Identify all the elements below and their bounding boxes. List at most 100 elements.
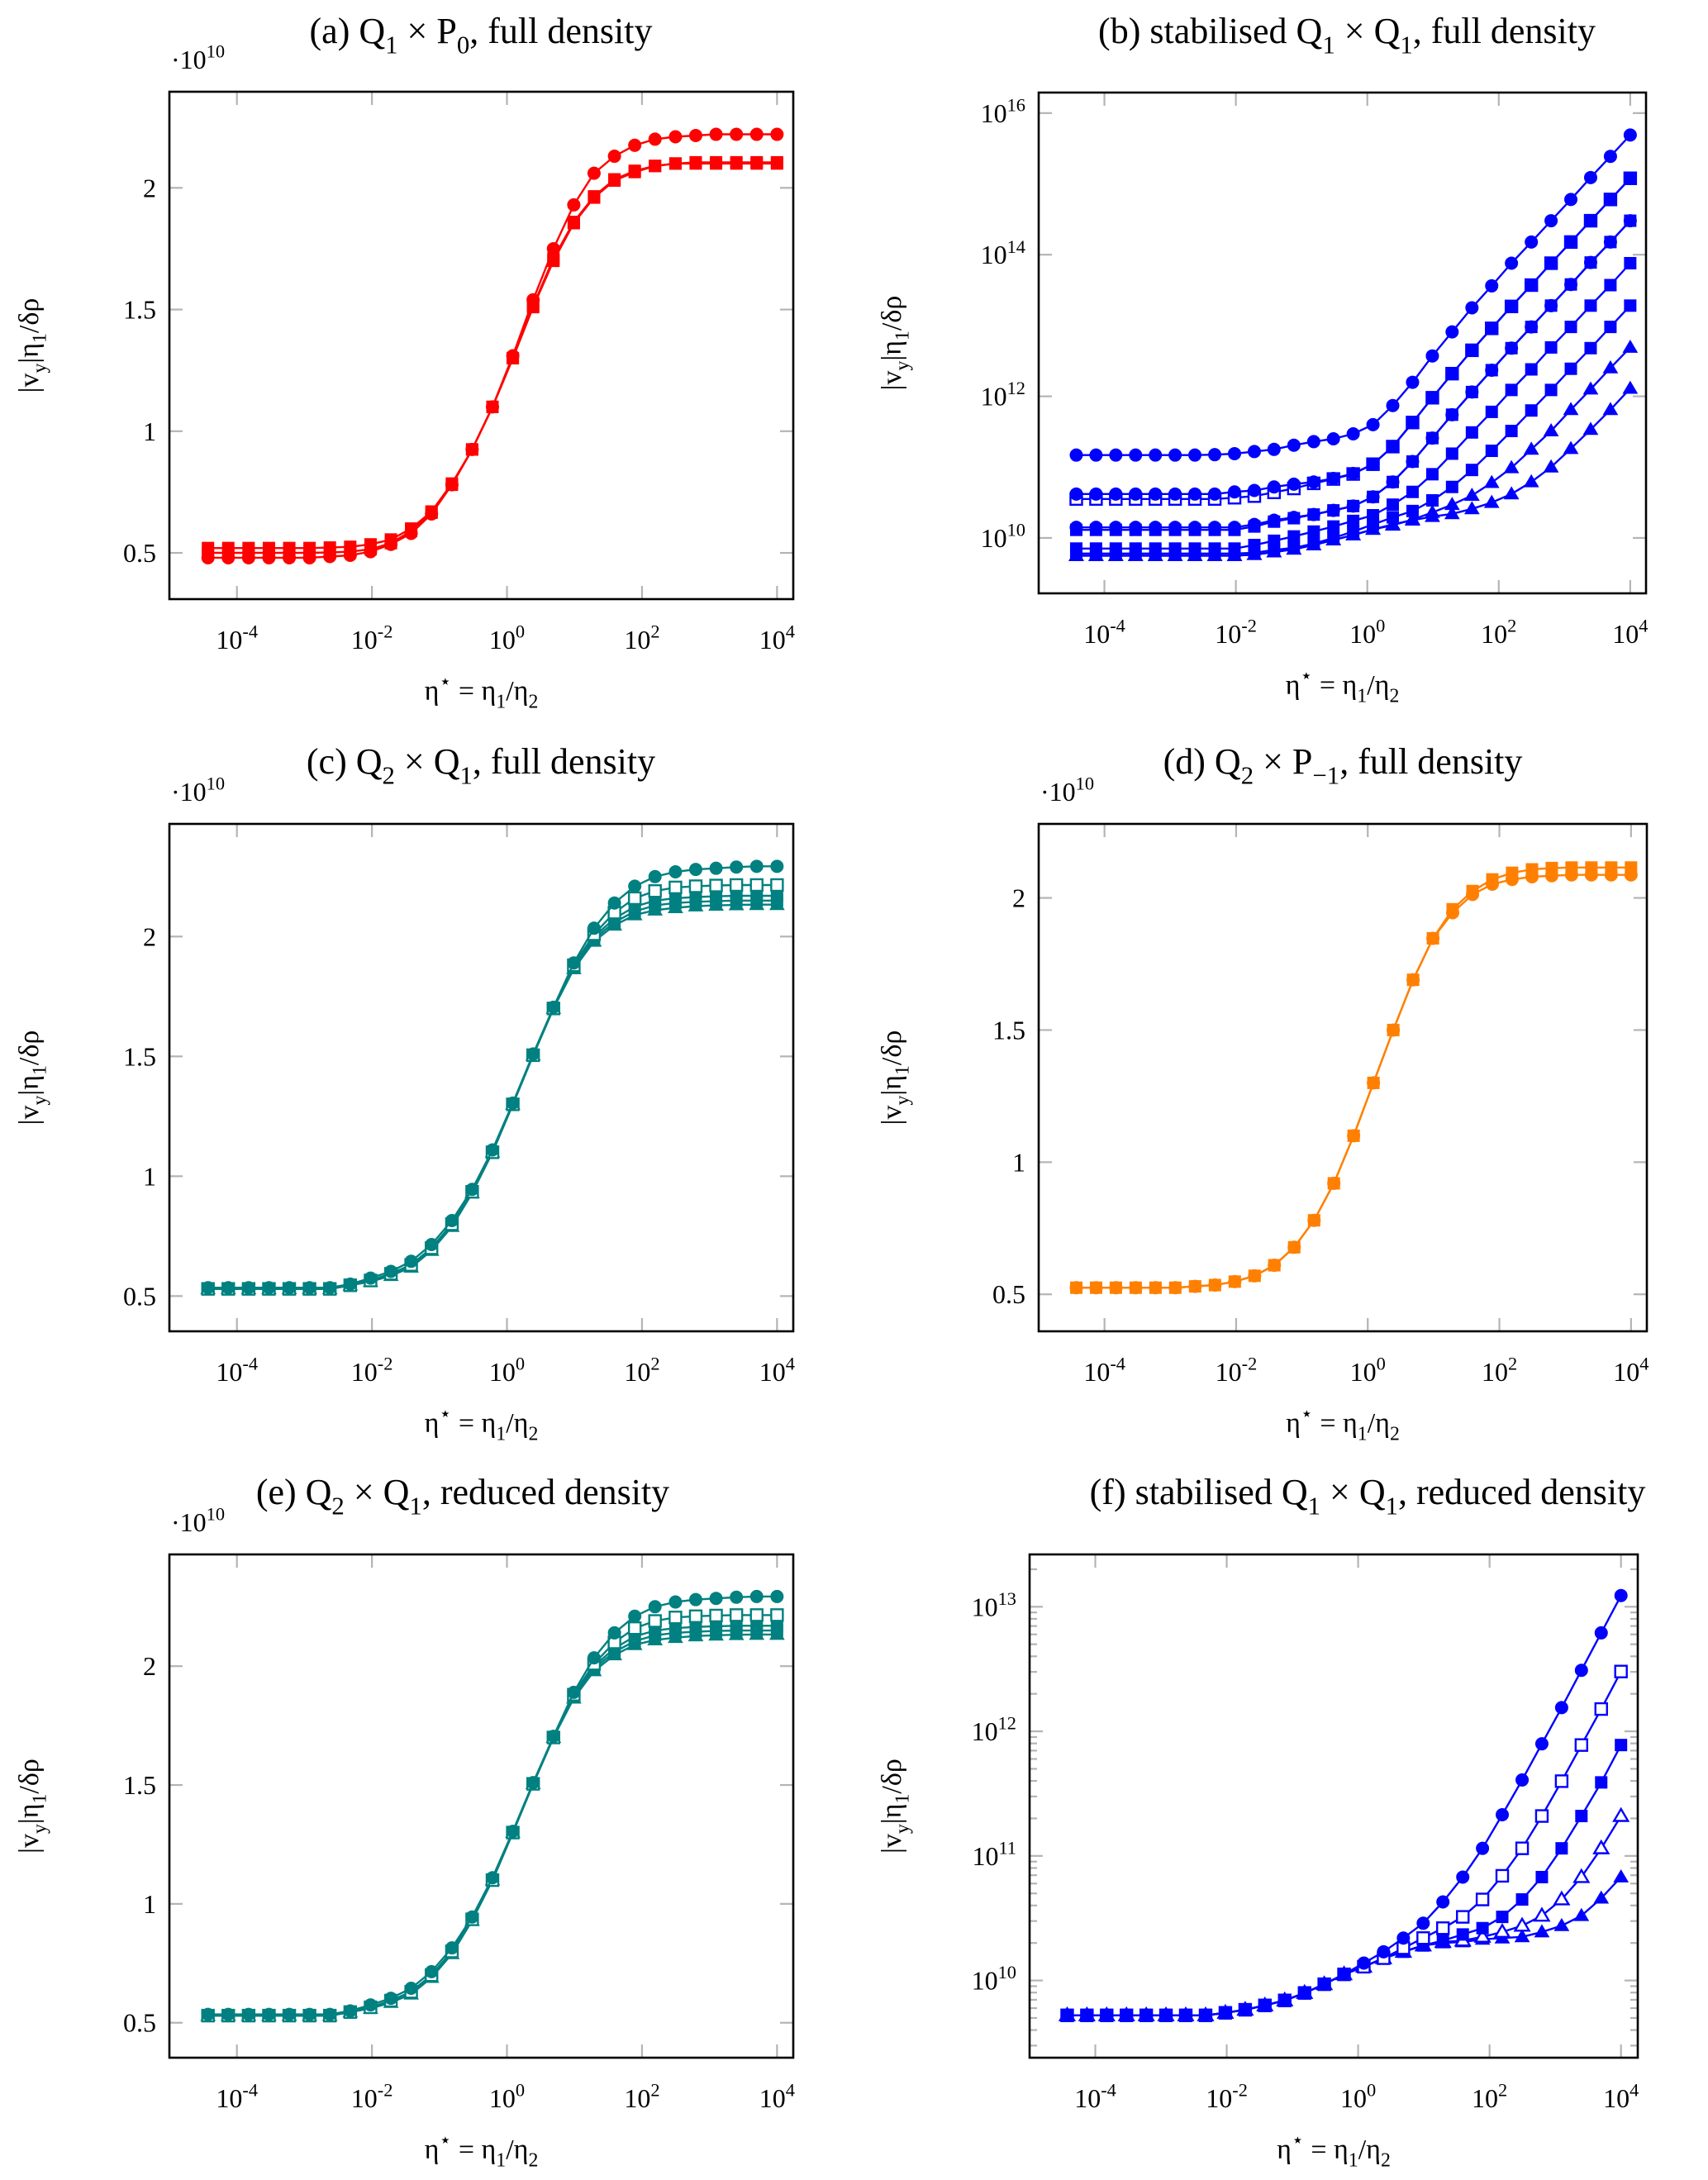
data-point xyxy=(1623,171,1637,185)
data-point xyxy=(1287,530,1301,543)
data-point xyxy=(303,541,316,555)
x-tick-label: 102 xyxy=(1472,2080,1507,2113)
data-point xyxy=(1218,2006,1232,2020)
data-point xyxy=(1387,498,1400,512)
data-point xyxy=(1496,1911,1509,1924)
series-line xyxy=(207,894,778,1290)
data-point xyxy=(1594,1625,1608,1640)
x-tick-label: 10-4 xyxy=(216,1354,258,1387)
plot-frame xyxy=(1037,91,1648,595)
data-point xyxy=(445,477,459,490)
data-point xyxy=(1563,440,1579,455)
data-point xyxy=(1605,861,1618,874)
data-point xyxy=(1564,321,1577,334)
data-point xyxy=(1227,485,1241,499)
data-point xyxy=(648,869,662,883)
data-point xyxy=(1267,480,1281,494)
data-point xyxy=(1505,425,1518,438)
y-tick-label: 1010 xyxy=(972,1962,1016,1995)
data-point xyxy=(1188,521,1202,535)
data-point xyxy=(709,861,723,875)
y-tick-label: 2 xyxy=(1012,883,1025,913)
series-line xyxy=(207,899,778,1290)
data-point xyxy=(1317,1978,1331,1992)
data-point xyxy=(1347,514,1360,527)
data-point xyxy=(730,1590,744,1604)
data-point xyxy=(1109,448,1123,462)
x-tick-label: 100 xyxy=(1340,2080,1376,2113)
y-tick-label: 1012 xyxy=(981,378,1025,411)
data-point xyxy=(1584,341,1597,355)
x-tick-label: 10-2 xyxy=(351,1354,393,1387)
series-triangle xyxy=(200,1626,785,2021)
data-point xyxy=(1615,1739,1628,1752)
y-axis-multiplier: ·1010 xyxy=(171,773,225,807)
data-point xyxy=(1583,170,1597,184)
data-point xyxy=(221,1281,236,1295)
data-point xyxy=(1406,973,1420,987)
data-point xyxy=(1485,278,1499,293)
data-point xyxy=(1187,547,1203,561)
data-point xyxy=(1206,547,1223,561)
subplot-e: (e) Q2 × Q1, reduced density ·1010 10-4 10-… xyxy=(14,1472,795,2172)
data-point xyxy=(1306,435,1320,449)
data-point xyxy=(1405,512,1420,526)
data-point xyxy=(1267,513,1281,527)
data-point xyxy=(1465,464,1478,477)
y-tick-label: 1 xyxy=(143,416,156,446)
x-tick-label: 10-4 xyxy=(1083,616,1125,649)
x-axis-label: η⋆ = η1/η2 xyxy=(1286,1404,1400,1445)
data-point xyxy=(1287,511,1301,525)
data-point xyxy=(1623,128,1637,142)
x-tick-label: 100 xyxy=(1350,1354,1386,1387)
y-axis-multiplier: ·1010 xyxy=(171,1504,225,1537)
data-point xyxy=(1129,1281,1142,1294)
data-point xyxy=(1485,321,1499,336)
data-point xyxy=(1347,1129,1360,1142)
data-point xyxy=(567,956,581,970)
data-point xyxy=(688,129,702,143)
data-point xyxy=(1475,1892,1490,1906)
data-point xyxy=(445,1214,459,1228)
data-point xyxy=(1107,547,1124,561)
data-point xyxy=(587,166,601,180)
data-point xyxy=(1565,861,1578,874)
data-point xyxy=(1525,278,1539,293)
data-point xyxy=(1574,1664,1588,1678)
subplot-title: (d) Q2 × P−1, full density xyxy=(1163,741,1523,789)
data-point xyxy=(1120,2008,1134,2022)
data-point xyxy=(1386,398,1400,412)
data-point xyxy=(1594,1702,1608,1716)
series-square xyxy=(202,1624,783,2022)
data-point xyxy=(1604,321,1617,334)
data-point xyxy=(688,1609,703,1623)
data-point xyxy=(1585,861,1598,874)
subplot-title: (c) Q2 × Q1, full density xyxy=(307,741,655,789)
data-point xyxy=(770,1589,784,1603)
y-tick-label: 1.5 xyxy=(992,1015,1025,1045)
data-point xyxy=(770,155,783,169)
data-point xyxy=(1463,488,1480,502)
data-point xyxy=(1416,1916,1430,1930)
data-point xyxy=(1544,214,1558,228)
data-point xyxy=(1583,214,1597,228)
data-point xyxy=(749,1608,764,1622)
data-point xyxy=(1622,339,1639,353)
data-point xyxy=(425,1238,439,1252)
data-point xyxy=(1515,1841,1530,1855)
data-point xyxy=(1503,459,1520,474)
data-point xyxy=(688,1592,702,1606)
data-point xyxy=(749,878,764,892)
x-axis-label: η⋆ = η1/η2 xyxy=(425,2130,539,2172)
x-tick-label: 10-2 xyxy=(351,621,393,654)
data-point xyxy=(323,2007,337,2021)
data-point xyxy=(1425,349,1439,363)
data-point xyxy=(1495,1868,1510,1883)
axis-ticks xyxy=(169,1554,793,2058)
data-point xyxy=(1465,343,1479,357)
data-point xyxy=(688,879,703,893)
data-point xyxy=(1366,457,1380,471)
data-point xyxy=(1069,448,1083,462)
data-point xyxy=(1513,1916,1531,1932)
